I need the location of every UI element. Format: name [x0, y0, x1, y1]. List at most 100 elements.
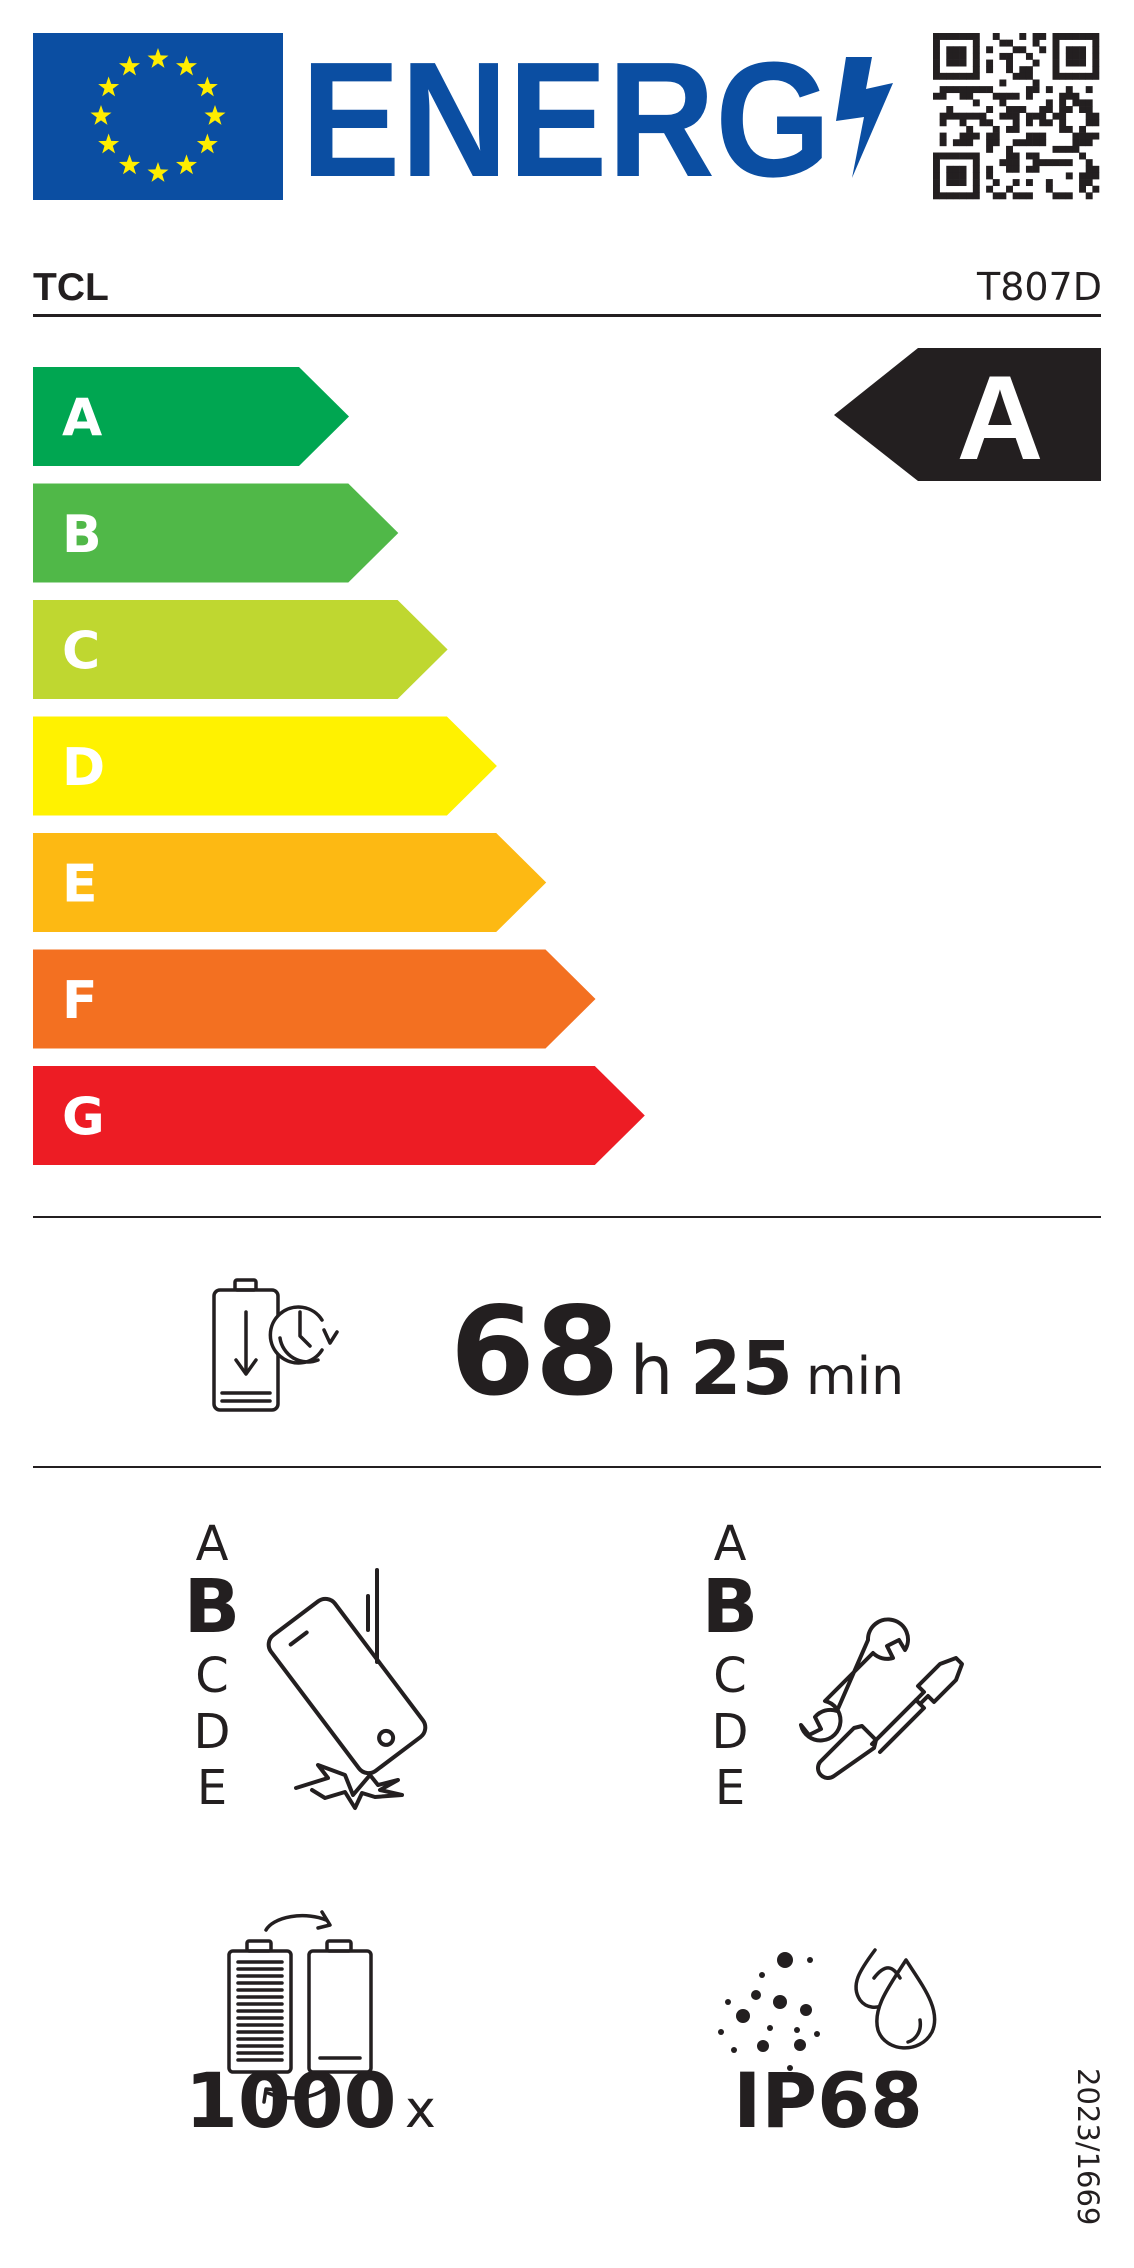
qr-module [946, 179, 954, 187]
qr-module [939, 86, 947, 94]
qr-module [1039, 106, 1047, 113]
battery-cycles-value: 1000 x [185, 2056, 436, 2145]
qr-module [1092, 132, 1100, 140]
qr-module [992, 92, 1000, 100]
qr-module [933, 66, 940, 74]
qr-module [1019, 66, 1027, 74]
qr-module [1059, 92, 1067, 100]
qr-module [946, 152, 954, 160]
qr-module [1079, 99, 1087, 107]
qr-module [1092, 59, 1100, 67]
battery-cycles-unit: x [405, 2080, 436, 2140]
qr-module [1059, 119, 1067, 127]
qr-module [1019, 139, 1027, 147]
qr-module [946, 172, 954, 180]
qr-module [1039, 159, 1047, 167]
qr-module [1045, 86, 1053, 94]
qr-module [999, 159, 1007, 167]
qr-module [999, 92, 1007, 100]
battery-cycles-number: 1000 [185, 2056, 397, 2145]
qr-module [939, 192, 947, 200]
star-icon [147, 48, 169, 68]
qr-module [1085, 179, 1093, 187]
qr-module [972, 185, 980, 193]
qr-module [1039, 33, 1047, 40]
qr-module [972, 52, 980, 60]
qr-module [946, 59, 954, 67]
scale-letter: D [712, 1704, 749, 1760]
qr-module [1059, 192, 1067, 200]
qr-module [1065, 72, 1073, 80]
qr-module [1032, 159, 1040, 167]
qr-module [1012, 106, 1020, 113]
scale-letter-selected: B [702, 1564, 758, 1650]
battery-endurance-value: 68 h 25 min [450, 1281, 904, 1423]
qr-module [1092, 39, 1100, 47]
qr-module [952, 165, 960, 173]
qr-module [952, 46, 960, 54]
qr-module [959, 52, 967, 60]
qr-module [966, 192, 974, 200]
qr-module [1052, 33, 1060, 40]
qr-module [946, 46, 954, 54]
qr-module [1085, 159, 1093, 167]
qr-module [1032, 165, 1040, 173]
qr-module [1006, 39, 1013, 47]
phone-drop-icon [266, 1568, 428, 1810]
qr-module [1052, 66, 1060, 74]
qr-module [946, 112, 954, 120]
qr-module [972, 172, 980, 180]
qr-module [1019, 192, 1027, 200]
qr-module [1025, 72, 1033, 80]
qr-module [1072, 52, 1080, 60]
qr-module [1065, 145, 1073, 153]
qr-module [1012, 125, 1020, 133]
qr-module [1006, 152, 1013, 160]
qr-module [933, 179, 940, 187]
qr-module [959, 72, 967, 80]
scale-letter: E [197, 1760, 227, 1816]
qr-module [972, 72, 980, 80]
qr-module [946, 106, 954, 113]
qr-module [1032, 59, 1040, 67]
qr-module [933, 46, 940, 54]
qr-module [1052, 46, 1060, 54]
qr-module [959, 165, 967, 173]
qr-module [1092, 33, 1100, 40]
qr-module [966, 132, 974, 140]
qr-module [1072, 92, 1080, 100]
qr-module [972, 112, 980, 120]
qr-module [1079, 125, 1087, 133]
qr-module [1012, 92, 1020, 100]
qr-module [1052, 72, 1060, 80]
ip-rating: IP68 [733, 2056, 923, 2145]
qr-module [992, 192, 1000, 200]
qr-module [1032, 132, 1040, 140]
qr-code[interactable] [933, 33, 1100, 200]
qr-module [952, 33, 960, 40]
qr-module [986, 132, 994, 140]
qr-module [933, 172, 940, 180]
model-identifier: T807D [976, 265, 1102, 309]
qr-module [1032, 39, 1040, 47]
qr-module [972, 165, 980, 173]
qr-module [986, 86, 994, 94]
qr-module [1052, 59, 1060, 67]
qr-module [972, 33, 980, 40]
qr-module [1092, 172, 1100, 180]
qr-module [1065, 52, 1073, 60]
qr-module [1072, 99, 1080, 107]
qr-module [1065, 192, 1073, 200]
qr-module [1085, 72, 1093, 80]
energy-class-letter: A [62, 389, 102, 449]
qr-module [959, 192, 967, 200]
energy-class-letter: E [62, 855, 98, 915]
qr-module [1079, 172, 1087, 180]
qr-module [959, 92, 967, 100]
qr-module [1039, 132, 1047, 140]
eu-stars-icon [90, 48, 226, 182]
qr-module [959, 132, 967, 140]
eu-flag-logo [33, 33, 283, 200]
